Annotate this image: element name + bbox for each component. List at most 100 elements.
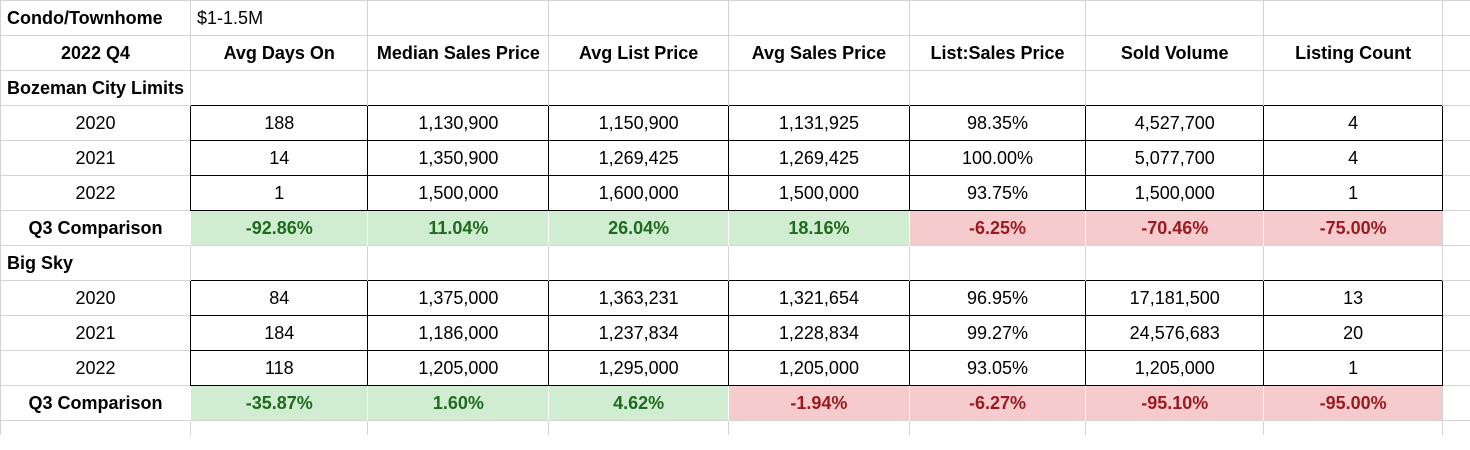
empty-cell[interactable] [1441, 350, 1470, 386]
column-header[interactable]: Sold Volume [1085, 35, 1264, 71]
empty-cell[interactable] [727, 0, 910, 36]
value-cell[interactable]: 20 [1263, 315, 1443, 351]
column-header[interactable]: Median Sales Price [367, 35, 549, 71]
value-cell[interactable]: 1,269,425 [548, 140, 729, 176]
value-cell[interactable]: 1,269,425 [727, 140, 910, 176]
column-header[interactable]: List:Sales Price [908, 35, 1086, 71]
value-cell[interactable]: 1,205,000 [367, 350, 550, 386]
empty-cell[interactable] [1441, 385, 1470, 421]
empty-cell[interactable] [908, 70, 1086, 106]
comparison-value-cell[interactable]: -95.10% [1085, 385, 1264, 421]
value-cell[interactable]: 1,363,231 [548, 280, 729, 316]
value-cell[interactable]: 4 [1263, 105, 1443, 141]
year-cell[interactable]: 2020 [0, 280, 191, 316]
comparison-value-cell[interactable]: -70.46% [1085, 210, 1264, 246]
year-cell[interactable]: 2021 [0, 140, 191, 176]
price-range-cell[interactable]: $1-1.5M [190, 0, 368, 36]
value-cell[interactable]: 96.95% [908, 280, 1087, 316]
empty-cell[interactable] [1441, 210, 1470, 246]
empty-cell[interactable] [1263, 420, 1443, 435]
empty-cell[interactable] [548, 0, 729, 36]
value-cell[interactable]: 100.00% [908, 140, 1087, 176]
comparison-value-cell[interactable]: -92.86% [190, 210, 368, 246]
empty-cell[interactable] [1085, 245, 1264, 281]
empty-cell[interactable] [1263, 70, 1443, 106]
value-cell[interactable]: 24,576,683 [1085, 315, 1265, 351]
empty-cell[interactable] [0, 420, 191, 435]
empty-cell[interactable] [1263, 0, 1443, 36]
section-name-cell[interactable]: Bozeman City Limits [0, 70, 191, 106]
year-cell[interactable]: 2021 [0, 315, 191, 351]
comparison-value-cell[interactable]: 26.04% [548, 210, 729, 246]
empty-cell[interactable] [367, 0, 549, 36]
value-cell[interactable]: 1,295,000 [548, 350, 729, 386]
value-cell[interactable]: 1 [1263, 350, 1443, 386]
value-cell[interactable]: 13 [1263, 280, 1443, 316]
column-header[interactable]: Avg Sales Price [727, 35, 910, 71]
empty-cell[interactable] [190, 420, 368, 435]
empty-cell[interactable] [1085, 420, 1264, 435]
value-cell[interactable]: 1,237,834 [548, 315, 729, 351]
column-header[interactable]: Avg List Price [548, 35, 729, 71]
value-cell[interactable]: 1,500,000 [727, 175, 910, 211]
period-cell[interactable]: 2022 Q4 [0, 35, 191, 71]
empty-cell[interactable] [1263, 245, 1443, 281]
comparison-label-cell[interactable]: Q3 Comparison [0, 210, 191, 246]
empty-cell[interactable] [367, 70, 549, 106]
empty-cell[interactable] [1441, 0, 1470, 36]
value-cell[interactable]: 1,375,000 [367, 280, 550, 316]
value-cell[interactable]: 1,500,000 [367, 175, 550, 211]
empty-cell[interactable] [548, 245, 729, 281]
column-header[interactable]: Listing Count [1263, 35, 1443, 71]
empty-cell[interactable] [367, 245, 549, 281]
empty-cell[interactable] [1441, 35, 1470, 71]
value-cell[interactable]: 1,205,000 [727, 350, 910, 386]
value-cell[interactable]: 188 [190, 105, 369, 141]
comparison-value-cell[interactable]: 18.16% [728, 210, 910, 246]
empty-cell[interactable] [190, 70, 368, 106]
empty-cell[interactable] [1085, 0, 1264, 36]
year-cell[interactable]: 2022 [0, 350, 191, 386]
value-cell[interactable]: 17,181,500 [1085, 280, 1265, 316]
comparison-value-cell[interactable]: 11.04% [367, 210, 549, 246]
value-cell[interactable]: 4 [1263, 140, 1443, 176]
value-cell[interactable]: 14 [190, 140, 369, 176]
value-cell[interactable]: 4,527,700 [1085, 105, 1265, 141]
value-cell[interactable]: 98.35% [908, 105, 1087, 141]
empty-cell[interactable] [1441, 280, 1470, 316]
empty-cell[interactable] [548, 420, 729, 435]
comparison-value-cell[interactable]: 4.62% [548, 385, 729, 421]
value-cell[interactable]: 1,131,925 [727, 105, 910, 141]
empty-cell[interactable] [190, 245, 368, 281]
empty-cell[interactable] [727, 420, 910, 435]
value-cell[interactable]: 1,130,900 [367, 105, 550, 141]
value-cell[interactable]: 1,205,000 [1085, 350, 1265, 386]
empty-cell[interactable] [1441, 315, 1470, 351]
value-cell[interactable]: 184 [190, 315, 369, 351]
empty-cell[interactable] [367, 420, 549, 435]
empty-cell[interactable] [548, 70, 729, 106]
empty-cell[interactable] [1085, 70, 1264, 106]
empty-cell[interactable] [1441, 105, 1470, 141]
comparison-value-cell[interactable]: 1.60% [367, 385, 549, 421]
empty-cell[interactable] [1441, 140, 1470, 176]
value-cell[interactable]: 99.27% [908, 315, 1087, 351]
empty-cell[interactable] [1441, 70, 1470, 106]
empty-cell[interactable] [1441, 175, 1470, 211]
comparison-value-cell[interactable]: -1.94% [728, 385, 910, 421]
comparison-value-cell[interactable]: -75.00% [1263, 210, 1443, 246]
property-type-cell[interactable]: Condo/Townhome [0, 0, 191, 36]
value-cell[interactable]: 1,150,900 [548, 105, 729, 141]
empty-cell[interactable] [908, 420, 1086, 435]
value-cell[interactable]: 118 [190, 350, 369, 386]
section-name-cell[interactable]: Big Sky [0, 245, 191, 281]
empty-cell[interactable] [908, 0, 1086, 36]
comparison-value-cell[interactable]: -6.27% [909, 385, 1086, 421]
value-cell[interactable]: 93.75% [908, 175, 1087, 211]
value-cell[interactable]: 1,228,834 [727, 315, 910, 351]
year-cell[interactable]: 2020 [0, 105, 191, 141]
comparison-value-cell[interactable]: -35.87% [190, 385, 368, 421]
empty-cell[interactable] [908, 245, 1086, 281]
comparison-value-cell[interactable]: -6.25% [909, 210, 1086, 246]
empty-cell[interactable] [1441, 420, 1470, 435]
